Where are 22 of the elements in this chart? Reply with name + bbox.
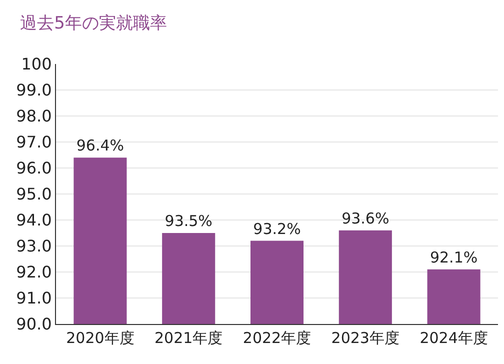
y-tick-label: 92.0: [16, 262, 52, 282]
x-tick-label: 2021年度: [154, 329, 223, 347]
data-label: 93.6%: [342, 209, 390, 228]
y-tick-label: 99.0: [16, 80, 52, 100]
y-tick-label: 93.0: [16, 236, 52, 256]
x-tick-label: 2022年度: [242, 329, 312, 347]
y-tick-label: 98.0: [16, 106, 52, 126]
chart-title: 過去5年の実就職率: [20, 13, 167, 34]
y-tick-label: 90.0: [16, 314, 52, 334]
y-tick-label: 96.0: [16, 158, 52, 178]
y-tick-label: 95.0: [16, 184, 52, 204]
x-tick-label: 2020年度: [66, 329, 134, 347]
x-tick-label: 2024年度: [420, 329, 488, 347]
x-tick-label: 2023年度: [331, 329, 400, 347]
data-label: 96.4%: [76, 136, 124, 155]
data-label: 92.1%: [430, 248, 478, 266]
y-tick-label: 97.0: [16, 132, 52, 152]
y-tick-label: 91.0: [16, 288, 52, 308]
data-label: 93.2%: [253, 220, 301, 238]
y-tick-label: 94.0: [16, 210, 52, 230]
y-tick-label: 100: [21, 54, 52, 74]
data-label: 93.5%: [164, 212, 212, 230]
